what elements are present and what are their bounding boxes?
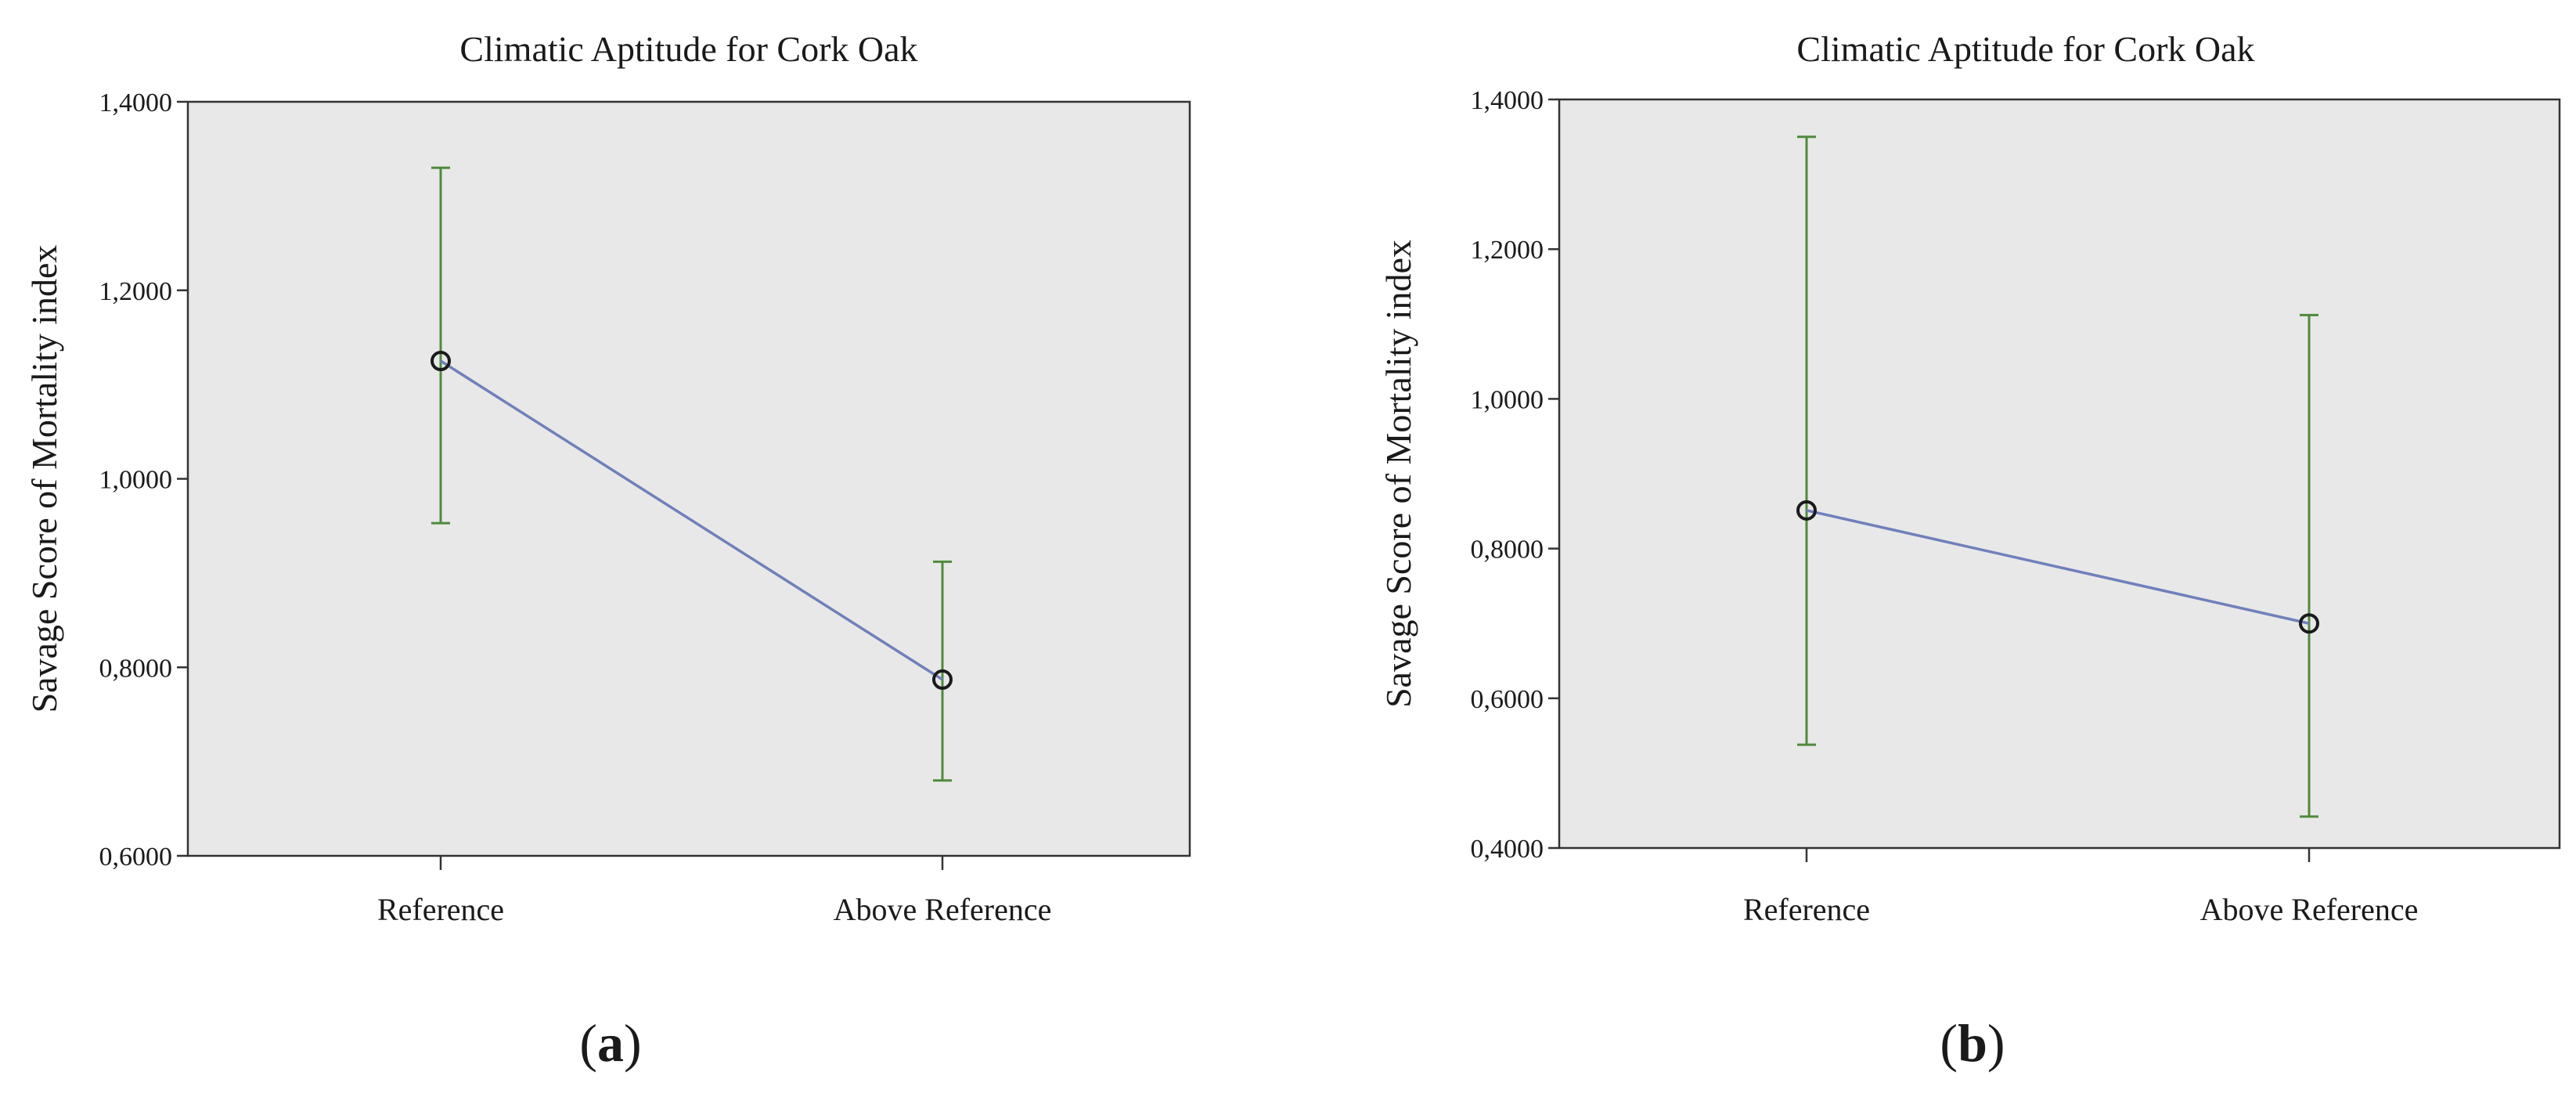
data-point [431, 351, 451, 372]
data-point [932, 669, 953, 690]
series-line [1806, 509, 2310, 625]
y-tick-label: 1,4000 [99, 88, 173, 117]
chart-title: Climatic Aptitude for Cork Oak [459, 29, 917, 69]
x-tick-label: Reference [377, 892, 504, 927]
data-point [1796, 500, 1817, 521]
y-tick-label: 1,4000 [1471, 86, 1544, 115]
panel-label: (b) [1940, 1013, 2005, 1073]
chart-title: Climatic Aptitude for Cork Oak [1796, 29, 2254, 69]
y-tick-label: 1,0000 [99, 466, 173, 495]
x-tick-label: Above Reference [2200, 892, 2419, 927]
chart-panel-b: Climatic Aptitude for Cork Oak Savage Sco… [1378, 29, 2561, 1073]
y-tick-label: 1,2000 [1471, 236, 1544, 265]
series-line [440, 359, 943, 681]
x-tick-label: Reference [1743, 892, 1870, 927]
y-tick-label: 0,4000 [1471, 835, 1544, 864]
y-tick-label: 1,0000 [1471, 385, 1544, 414]
panel-label: (a) [579, 1013, 641, 1073]
y-axis-label: Savage Score of Mortality index [1378, 240, 1418, 708]
y-tick-label: 0,8000 [1471, 536, 1544, 565]
x-tick-label: Above Reference [834, 892, 1052, 927]
chart-panel-a: Climatic Aptitude for Cork Oak Savage Sco… [24, 29, 1191, 1073]
plot-area [1558, 98, 2561, 850]
y-axis-label: Savage Score of Mortality index [24, 245, 64, 713]
y-tick-label: 0,6000 [1471, 685, 1544, 714]
y-tick-label: 1,2000 [99, 277, 173, 306]
y-tick-label: 0,6000 [99, 843, 173, 871]
plot-area [186, 100, 1191, 857]
data-point [2299, 613, 2319, 634]
y-tick-label: 0,8000 [99, 654, 173, 683]
